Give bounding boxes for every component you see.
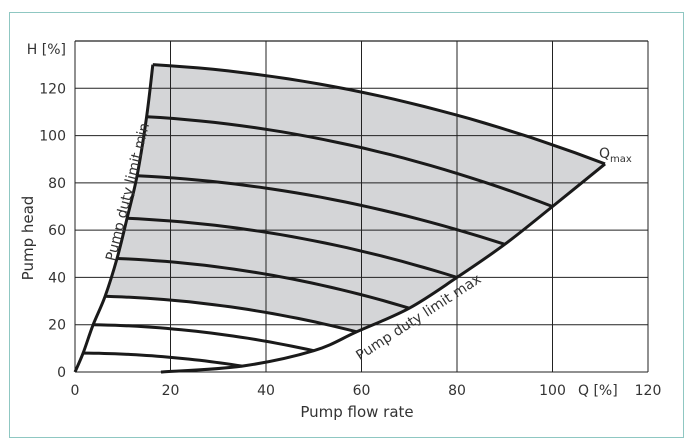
qmax-subscript: max (610, 154, 632, 165)
y-tick-label: 60 (48, 223, 66, 239)
pump-curve (116, 257, 410, 310)
x-tick-label: 40 (257, 383, 275, 399)
y-tick-label: 120 (39, 81, 66, 97)
x-tick-label: 0 (71, 383, 80, 399)
curve-layer (73, 63, 606, 374)
y-tick-label: 0 (57, 365, 66, 381)
x-tick-label: 20 (162, 383, 180, 399)
x-unit-label: Q [%] (578, 383, 618, 399)
pump-curve (105, 294, 358, 334)
pump-curve (137, 174, 506, 246)
y-tick-label: 80 (48, 176, 66, 192)
x-tick-label: 60 (353, 383, 371, 399)
pump-curve (93, 323, 315, 353)
chart-frame (9, 12, 684, 438)
grid-layer (74, 40, 649, 373)
pump-curve (152, 63, 606, 166)
y-tick-label: 100 (39, 129, 66, 145)
x-tick-label: 120 (635, 383, 662, 399)
y-unit-label: H [%] (27, 42, 66, 58)
x-tick-label: 80 (448, 383, 466, 399)
x-axis-title: Pump flow rate (300, 403, 413, 421)
y-axis-title: Pump head (19, 196, 37, 281)
pump-curve (126, 216, 458, 279)
fill-layer (105, 64, 605, 332)
operating-region-fill (105, 64, 605, 332)
pump-curve (83, 351, 243, 368)
x-tick-label: 100 (539, 383, 566, 399)
y-tick-label: 40 (48, 270, 66, 286)
y-tick-label: 20 (48, 318, 66, 334)
pump-curve (146, 115, 554, 208)
